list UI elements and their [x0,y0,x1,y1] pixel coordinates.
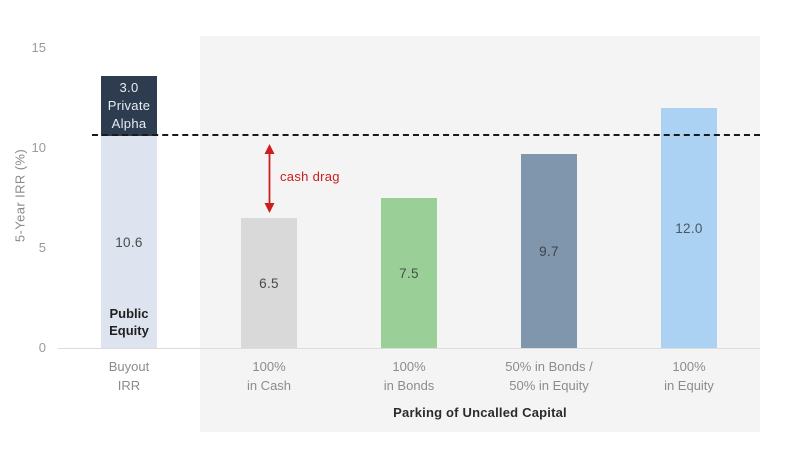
cash-drag-arrow-icon [264,144,275,213]
x-category-label-equity-100: 100% in Equity [664,359,714,393]
bar-value-label: 12.0 [675,220,703,236]
bar-segment-label: 3.0 Private Alpha [107,80,151,131]
y-tick-label-10: 10 [31,140,46,155]
bar-segment-buyout-irr: 3.0 Private Alpha [101,76,157,136]
bar-value-label: 9.7 [539,243,559,259]
bar-value-label: 7.5 [399,265,419,281]
bar-segment-bonds-100: 7.5 [381,198,437,348]
bar-value-label: 10.6 [115,234,143,250]
y-tick-label-0: 0 [38,340,46,355]
bar-segment-equity-100: 12.0 [661,108,717,348]
x-category-label-cash-100: 100% in Cash [246,359,292,393]
bar-segment-name: Public Equity [109,306,149,338]
x-axis-line [58,348,760,349]
bar-value-label: 6.5 [259,275,279,291]
bar-segment-cash-100: 6.5 [241,218,297,348]
y-tick-label-15: 15 [31,40,46,55]
bar-segment-buyout-irr: 10.6 Public Equity [101,136,157,348]
x-axis-title: Parking of Uncalled Capital [393,405,567,420]
bar-segment-bonds-50-equity-50: 9.7 [521,154,577,348]
x-category-label-bonds-50-equity-50: 50% in Bonds /50% in Equity [505,359,593,393]
x-category-label-buyout-irr: Buyout IRR [108,359,150,393]
x-category-label-bonds-100: 100% in Bonds [383,359,435,393]
benchmark-dashed-line [92,134,760,136]
cash-drag-label: cash drag [280,168,340,184]
y-tick-label-5: 5 [38,240,46,255]
